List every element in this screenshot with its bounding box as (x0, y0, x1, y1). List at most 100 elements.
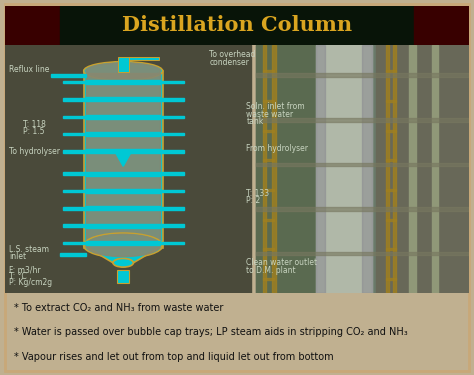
Bar (86, 115, 160, 119)
Bar (263, 45, 266, 292)
Bar (376, 45, 469, 292)
Bar (316, 45, 325, 292)
Bar (61, 6, 413, 45)
Text: To hydrolyser: To hydrolyser (9, 147, 60, 156)
Bar (316, 45, 372, 292)
Bar (160, 242, 183, 244)
Bar (386, 130, 396, 132)
Bar (272, 45, 275, 292)
Text: L.S. steam: L.S. steam (9, 245, 49, 254)
Ellipse shape (86, 234, 160, 256)
Bar (160, 207, 183, 210)
Bar (386, 45, 389, 292)
Text: To overhead: To overhead (209, 50, 255, 59)
Text: * Water is passed over bubble cap trays; LP steam aids in stripping CO₂ and NH₃: * Water is passed over bubble cap trays;… (14, 327, 408, 337)
Bar (118, 57, 129, 72)
Bar (86, 132, 160, 136)
Bar (413, 6, 469, 45)
Bar (86, 189, 160, 193)
Text: to D.M. plant: to D.M. plant (246, 266, 296, 275)
Text: * To extract CO₂ and NH₃ from waste water: * To extract CO₂ and NH₃ from waste wate… (14, 303, 223, 313)
Bar (263, 219, 274, 221)
Bar (255, 45, 316, 292)
Bar (86, 74, 160, 246)
Bar (63, 150, 86, 153)
Text: P: 1.5: P: 1.5 (23, 127, 45, 136)
Bar (117, 270, 129, 283)
Polygon shape (116, 154, 130, 166)
Ellipse shape (84, 62, 163, 80)
Bar (160, 133, 183, 135)
Bar (263, 70, 274, 72)
Bar (63, 116, 86, 118)
Bar (255, 74, 469, 77)
Text: Distillation Column: Distillation Column (122, 15, 352, 35)
Bar (86, 224, 160, 228)
Ellipse shape (84, 233, 163, 258)
Bar (263, 278, 274, 280)
Bar (63, 81, 86, 83)
Bar (386, 189, 396, 191)
Polygon shape (84, 246, 163, 263)
Text: tank: tank (246, 117, 264, 126)
Bar (160, 172, 183, 175)
Bar (160, 150, 183, 153)
Bar (409, 45, 416, 292)
Text: Reflux line: Reflux line (9, 65, 50, 74)
Bar (386, 100, 396, 102)
Bar (386, 249, 396, 250)
Bar (255, 252, 469, 255)
Ellipse shape (86, 63, 160, 79)
Bar (86, 150, 160, 153)
Bar (86, 172, 160, 176)
Bar (263, 100, 274, 102)
Bar (61, 253, 86, 256)
Bar (263, 249, 274, 250)
Bar (386, 278, 396, 280)
Bar (63, 98, 86, 101)
Text: * Vapour rises and let out from top and liquid let out from bottom: * Vapour rises and let out from top and … (14, 352, 334, 362)
Bar (63, 172, 86, 175)
Bar (392, 45, 396, 292)
Text: Soln. inlet from: Soln. inlet from (246, 102, 305, 111)
Text: T: °C: T: °C (9, 272, 27, 281)
Bar (160, 98, 183, 101)
Bar (160, 190, 183, 192)
Bar (5, 45, 251, 292)
Text: P: Kg/cm2g: P: Kg/cm2g (9, 278, 53, 287)
Bar (255, 163, 469, 166)
Bar (255, 45, 469, 292)
Bar (63, 242, 86, 244)
Bar (263, 189, 274, 191)
Bar (86, 98, 160, 101)
Bar (255, 118, 469, 122)
Bar (86, 80, 160, 84)
Bar (129, 57, 159, 60)
Bar (263, 159, 274, 161)
Text: condenser: condenser (209, 58, 249, 67)
Bar (432, 45, 438, 292)
Text: F: m3/hr: F: m3/hr (9, 266, 41, 275)
Bar (5, 6, 61, 45)
Bar (386, 219, 396, 221)
Text: waste water: waste water (246, 110, 293, 119)
Bar (86, 206, 160, 210)
Text: T: 133: T: 133 (246, 189, 269, 198)
Bar (363, 45, 372, 292)
Text: Clean water outlet: Clean water outlet (246, 258, 318, 267)
Text: P: 2: P: 2 (246, 196, 261, 206)
Bar (63, 190, 86, 192)
Bar (160, 224, 183, 227)
Bar (51, 75, 86, 77)
Bar (63, 224, 86, 227)
Bar (84, 71, 163, 248)
Bar (63, 133, 86, 135)
Ellipse shape (113, 258, 133, 267)
Bar (63, 207, 86, 210)
Text: T: 118: T: 118 (23, 120, 46, 129)
Text: From hydrolyser: From hydrolyser (246, 144, 308, 153)
Bar (386, 70, 396, 72)
Bar (255, 207, 469, 211)
Bar (160, 116, 183, 118)
Bar (160, 81, 183, 83)
